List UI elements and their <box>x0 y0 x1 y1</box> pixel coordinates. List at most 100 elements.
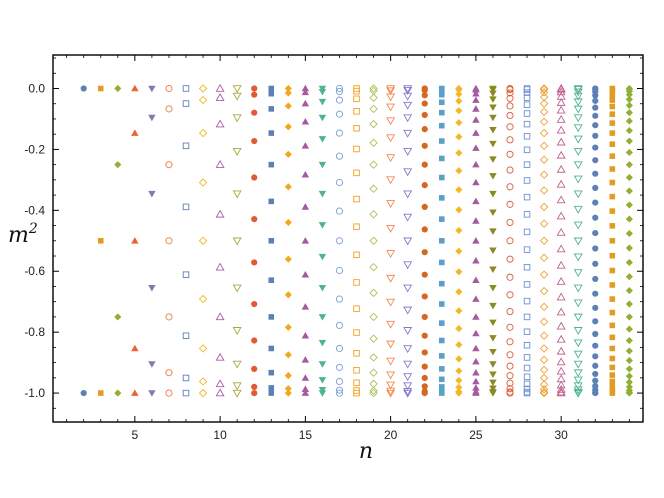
data-point-n30 <box>556 195 566 204</box>
data-point-n6 <box>148 285 156 292</box>
data-point-n31 <box>573 88 583 97</box>
data-point-n26 <box>489 319 497 327</box>
data-point-n21 <box>403 148 413 156</box>
data-point-n15 <box>301 374 310 381</box>
data-point-n17 <box>335 377 344 386</box>
data-point-n23 <box>438 155 445 162</box>
data-point-n14 <box>284 385 292 393</box>
data-point-n27 <box>506 255 514 263</box>
data-point-n18 <box>353 87 360 95</box>
data-point-n10 <box>215 119 225 128</box>
data-point-n33 <box>609 345 616 352</box>
data-point-n11 <box>232 284 242 293</box>
data-point-n15 <box>301 389 310 396</box>
y-axis-title-superscript: 2 <box>28 221 38 237</box>
data-point-n24 <box>455 133 463 141</box>
data-point-n7 <box>165 389 173 397</box>
x-axis-title: n <box>359 439 373 464</box>
data-point-n12 <box>251 383 258 390</box>
data-point-n18 <box>353 305 360 312</box>
data-point-n13 <box>268 277 275 283</box>
data-point-n31 <box>573 221 583 230</box>
data-point-n21 <box>403 387 413 396</box>
data-point-n11 <box>232 382 242 391</box>
data-point-n22 <box>421 100 428 107</box>
data-point-n16 <box>318 136 327 143</box>
data-point-n34 <box>625 336 633 345</box>
data-point-n17 <box>335 84 344 93</box>
data-point-n22 <box>421 203 428 210</box>
data-point-n16 <box>318 339 327 347</box>
data-point-n4 <box>114 84 122 93</box>
data-point-n20 <box>386 93 396 102</box>
data-point-n12 <box>251 365 258 372</box>
data-point-n22 <box>421 126 428 133</box>
data-point-n5 <box>131 389 139 396</box>
data-point-n12 <box>251 137 258 145</box>
y-tick-label: -1.0 <box>24 386 45 400</box>
x-tick-label: 5 <box>132 428 139 442</box>
data-point-n10 <box>215 160 225 168</box>
data-point-n25 <box>472 389 480 396</box>
data-point-n22 <box>421 111 428 119</box>
data-point-n28 <box>523 211 531 218</box>
data-point-n18 <box>353 95 360 103</box>
data-point-n32 <box>592 290 599 297</box>
data-point-n22 <box>421 363 428 370</box>
data-point-n29 <box>539 84 549 93</box>
data-point-n28 <box>523 146 531 154</box>
data-point-n25 <box>472 144 480 151</box>
data-point-n33 <box>609 378 616 385</box>
data-point-n31 <box>573 98 583 107</box>
data-point-n31 <box>573 124 583 133</box>
data-point-n33 <box>609 267 616 274</box>
data-point-n29 <box>539 344 549 353</box>
data-point-n23 <box>438 376 445 383</box>
data-point-n25 <box>472 197 480 205</box>
data-point-n33 <box>609 103 616 110</box>
data-point-n24 <box>455 119 463 127</box>
data-point-n15 <box>301 356 310 363</box>
data-point-n17 <box>335 386 344 394</box>
y-axis-title-base: m <box>8 223 29 248</box>
data-point-n2 <box>80 389 87 397</box>
data-point-n14 <box>284 183 292 191</box>
data-point-n19 <box>369 388 378 398</box>
data-point-n26 <box>489 114 497 122</box>
data-point-n20 <box>386 371 396 380</box>
data-point-n31 <box>573 360 583 369</box>
data-point-n21 <box>403 306 413 315</box>
data-point-n17 <box>335 237 344 245</box>
data-point-n18 <box>353 108 360 115</box>
data-point-n18 <box>353 251 360 259</box>
data-point-n18 <box>353 367 360 374</box>
data-point-n27 <box>506 308 514 316</box>
data-point-n15 <box>301 170 310 178</box>
data-point-n20 <box>386 357 396 366</box>
data-point-n21 <box>403 345 413 354</box>
data-point-n12 <box>251 259 258 266</box>
data-point-n19 <box>369 160 378 169</box>
data-point-n33 <box>609 153 616 159</box>
data-point-n32 <box>592 104 599 111</box>
data-point-n23 <box>438 87 445 93</box>
data-point-n21 <box>403 168 413 177</box>
data-point-n19 <box>369 210 378 219</box>
data-point-n24 <box>455 247 463 255</box>
data-point-n32 <box>592 229 599 237</box>
data-point-n15 <box>301 332 310 339</box>
data-point-n34 <box>625 372 633 380</box>
data-point-n31 <box>573 313 583 322</box>
data-point-n23 <box>438 91 445 98</box>
data-point-n22 <box>421 249 428 256</box>
data-point-n33 <box>609 252 616 259</box>
data-point-n10 <box>215 262 225 271</box>
data-point-n30 <box>556 380 566 389</box>
data-point-n9 <box>198 344 208 353</box>
data-point-n34 <box>625 287 633 295</box>
data-point-n20 <box>386 103 396 112</box>
data-point-n32 <box>592 370 599 378</box>
data-point-n9 <box>198 294 208 304</box>
data-point-n20 <box>386 87 396 96</box>
data-point-n32 <box>592 170 599 177</box>
